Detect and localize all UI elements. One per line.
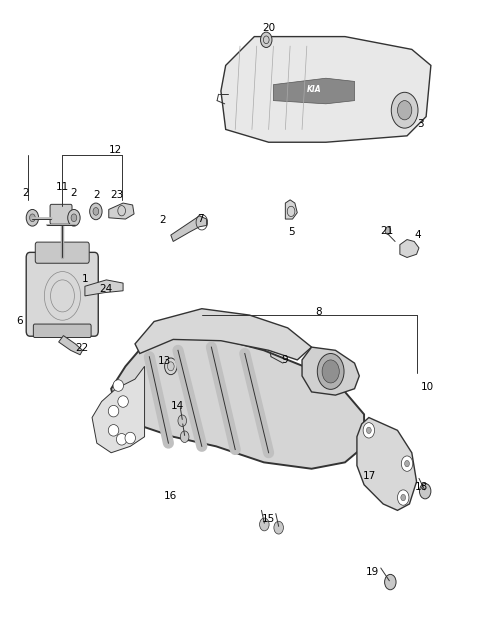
Polygon shape: [59, 336, 83, 355]
Circle shape: [401, 456, 413, 471]
Text: 1: 1: [82, 274, 88, 284]
Text: 23: 23: [110, 190, 123, 200]
Circle shape: [261, 32, 272, 48]
Circle shape: [322, 360, 339, 383]
Circle shape: [405, 460, 409, 467]
Circle shape: [366, 427, 371, 433]
Circle shape: [317, 354, 344, 390]
Circle shape: [397, 100, 412, 120]
Circle shape: [26, 210, 38, 226]
Text: 15: 15: [262, 514, 275, 523]
Polygon shape: [357, 417, 417, 511]
Polygon shape: [85, 280, 123, 296]
Circle shape: [90, 203, 102, 220]
Circle shape: [391, 93, 418, 128]
Ellipse shape: [116, 433, 127, 445]
Polygon shape: [171, 216, 206, 242]
Circle shape: [260, 518, 269, 531]
Text: 17: 17: [363, 471, 376, 482]
Text: KIA: KIA: [307, 86, 321, 95]
Circle shape: [68, 210, 80, 226]
Circle shape: [384, 574, 396, 590]
Text: 5: 5: [288, 227, 295, 237]
Polygon shape: [111, 334, 364, 469]
Polygon shape: [109, 203, 134, 219]
Text: 18: 18: [415, 482, 428, 492]
Text: 14: 14: [170, 401, 184, 411]
Ellipse shape: [113, 380, 123, 392]
FancyBboxPatch shape: [26, 252, 98, 336]
Text: 24: 24: [99, 284, 112, 294]
Text: 6: 6: [16, 316, 23, 327]
Text: 13: 13: [158, 356, 171, 367]
FancyBboxPatch shape: [34, 324, 91, 338]
Text: 4: 4: [414, 230, 421, 240]
Polygon shape: [302, 347, 360, 395]
Text: 2: 2: [71, 188, 77, 199]
Circle shape: [274, 521, 283, 534]
Polygon shape: [285, 200, 297, 219]
Text: 10: 10: [420, 382, 433, 392]
Text: 20: 20: [262, 23, 275, 33]
Text: 3: 3: [417, 120, 424, 129]
Ellipse shape: [118, 395, 128, 407]
Circle shape: [168, 362, 174, 371]
Circle shape: [420, 484, 431, 499]
Ellipse shape: [108, 405, 119, 417]
Text: 2: 2: [94, 190, 100, 200]
FancyBboxPatch shape: [35, 242, 89, 263]
Text: 9: 9: [282, 355, 288, 365]
Text: 7: 7: [198, 214, 204, 224]
FancyBboxPatch shape: [50, 204, 72, 224]
Text: 11: 11: [56, 182, 69, 192]
Text: 2: 2: [22, 188, 29, 199]
Circle shape: [93, 208, 99, 215]
Circle shape: [30, 214, 35, 222]
Circle shape: [71, 214, 77, 222]
Polygon shape: [92, 367, 144, 453]
Circle shape: [178, 415, 187, 426]
Polygon shape: [400, 240, 419, 257]
Circle shape: [180, 431, 189, 442]
Circle shape: [363, 422, 374, 438]
Text: 22: 22: [75, 343, 88, 354]
Text: 8: 8: [315, 307, 322, 317]
Text: 19: 19: [366, 568, 379, 577]
Text: 21: 21: [380, 226, 394, 235]
Text: 12: 12: [108, 145, 121, 155]
Ellipse shape: [108, 424, 119, 436]
Ellipse shape: [125, 432, 135, 444]
Polygon shape: [274, 78, 355, 104]
Circle shape: [397, 490, 409, 505]
Text: 16: 16: [164, 491, 178, 501]
Text: 2: 2: [159, 215, 166, 225]
Circle shape: [385, 227, 391, 235]
Polygon shape: [135, 309, 312, 360]
Circle shape: [401, 494, 406, 501]
Polygon shape: [221, 37, 431, 142]
